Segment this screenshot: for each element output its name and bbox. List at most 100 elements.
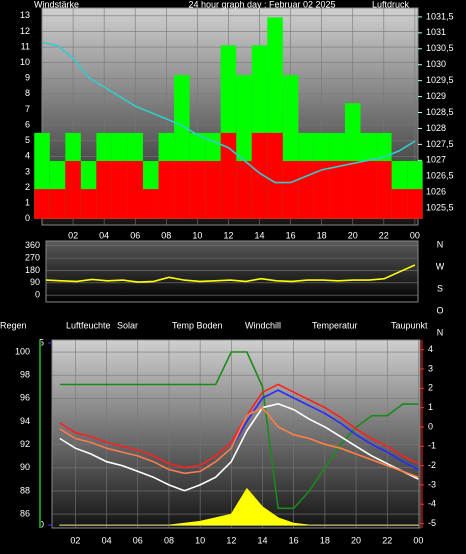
bar <box>360 160 377 219</box>
bar <box>267 132 283 219</box>
x-tick-label: 08 <box>164 535 174 545</box>
y2-tick-label: 1027,5 <box>426 139 454 149</box>
x-tick-label: 22 <box>379 230 389 240</box>
bar <box>329 160 345 219</box>
x-tick-label: 06 <box>130 230 140 240</box>
series-line <box>45 264 416 283</box>
x-tick-label: 02 <box>70 535 80 545</box>
bar <box>251 132 268 219</box>
y2-tick-label: 3 <box>428 363 433 373</box>
bar <box>127 160 143 219</box>
y-tick-label: 0 <box>25 213 30 223</box>
y-tick-label: 88 <box>20 485 30 495</box>
x-tick-label: 04 <box>99 230 109 240</box>
series-line <box>59 383 419 469</box>
plot-area <box>45 240 419 303</box>
y2-tick-label: 1029 <box>426 91 446 101</box>
y-tick-label: 3 <box>25 166 30 176</box>
y2-tick-label: 1030 <box>426 59 446 69</box>
bar <box>96 160 112 219</box>
bar <box>189 160 206 219</box>
y2-tick-label: 1028,5 <box>426 107 454 117</box>
y-tick-label: 2 <box>25 182 30 192</box>
y2-tick-label: 1025,5 <box>426 202 454 212</box>
y2-tick-label: 0 <box>428 421 433 431</box>
y2-tick-label: 1027 <box>426 155 446 165</box>
y-tick-label: 86 <box>20 508 30 518</box>
series-line <box>59 351 419 510</box>
x-tick-label: 16 <box>286 230 296 240</box>
y2-tick-label: 4 <box>428 344 433 354</box>
compass-label: O <box>436 305 443 315</box>
compass-label: N <box>437 239 444 249</box>
y2-tick-label: 1026,5 <box>426 171 454 181</box>
legend-entry: Solar <box>117 320 138 330</box>
bar <box>391 189 408 219</box>
y2-axis-label: Luftdruck <box>372 0 410 9</box>
legend-entry: Windchill <box>245 320 281 330</box>
y-tick-label: 0 <box>35 290 40 300</box>
y-tick-label: 360 <box>25 240 40 250</box>
compass-label: N <box>437 327 444 337</box>
y2-tick-label: 1028 <box>426 123 446 133</box>
y2-tick-label: 1 <box>428 402 433 412</box>
bar <box>34 189 50 219</box>
series-line <box>59 402 419 492</box>
y3-tick-label: 0 <box>39 519 44 529</box>
bar <box>174 160 190 219</box>
x-tick-label: 18 <box>320 535 330 545</box>
x-tick-label: 20 <box>348 230 358 240</box>
y2-tick-label: 1030,5 <box>426 43 454 53</box>
y-tick-label: 92 <box>20 439 30 449</box>
bar <box>344 160 361 219</box>
x-tick-label: 12 <box>223 230 233 240</box>
y2-tick-label: 1031 <box>426 27 446 37</box>
compass-label: S <box>437 283 443 293</box>
y-axis-label: Windstärke <box>34 0 79 9</box>
y-tick-label: 11 <box>21 41 30 51</box>
bar <box>205 160 221 219</box>
x-tick-label: 00 <box>413 535 423 545</box>
x-tick-label: 02 <box>68 230 78 240</box>
y2-tick-label: -5 <box>428 518 436 528</box>
y-tick-label: 90 <box>30 277 40 287</box>
x-tick-label: 20 <box>351 535 361 545</box>
legend-entry: Luftfeuchte <box>66 320 111 330</box>
chart-title: 24 hour graph day : Februar 02 2025 <box>188 0 335 9</box>
y-tick-label: 270 <box>25 253 40 263</box>
bar <box>49 189 66 219</box>
y3-tick-label: 5 <box>39 337 44 347</box>
compass-label: W <box>436 261 445 271</box>
series-line <box>59 406 419 478</box>
y-tick-label: 96 <box>20 393 30 403</box>
bar <box>65 160 81 219</box>
bar <box>220 132 237 219</box>
y-tick-label: 5 <box>25 135 30 145</box>
y-tick-label: 12 <box>20 26 30 36</box>
x-tick-label: 00 <box>410 230 420 240</box>
x-tick-label: 10 <box>195 535 205 545</box>
y-tick-label: 13 <box>20 10 30 20</box>
y-tick-label: 90 <box>20 462 30 472</box>
y2-tick-label: 2 <box>428 383 433 393</box>
y2-tick-label: -2 <box>428 460 436 470</box>
x-tick-label: 14 <box>255 230 265 240</box>
y-tick-label: 8 <box>25 88 30 98</box>
legend-entry: Temperatur <box>312 320 358 330</box>
y2-tick-label: 1026 <box>426 187 446 197</box>
x-tick-label: 06 <box>133 535 143 545</box>
y2-tick-label: -4 <box>428 499 436 509</box>
y-tick-label: 94 <box>20 416 30 426</box>
x-tick-label: 10 <box>192 230 202 240</box>
bar <box>158 160 175 219</box>
x-tick-label: 18 <box>317 230 327 240</box>
legend-entry: Regen <box>0 320 27 330</box>
y-tick-label: 9 <box>25 73 30 83</box>
x-tick-label: 04 <box>102 535 112 545</box>
y-tick-label: 6 <box>25 119 30 129</box>
bar <box>80 189 97 219</box>
x-tick-label: 12 <box>226 535 236 545</box>
bar <box>407 189 423 219</box>
x-tick-label: 14 <box>258 535 268 545</box>
